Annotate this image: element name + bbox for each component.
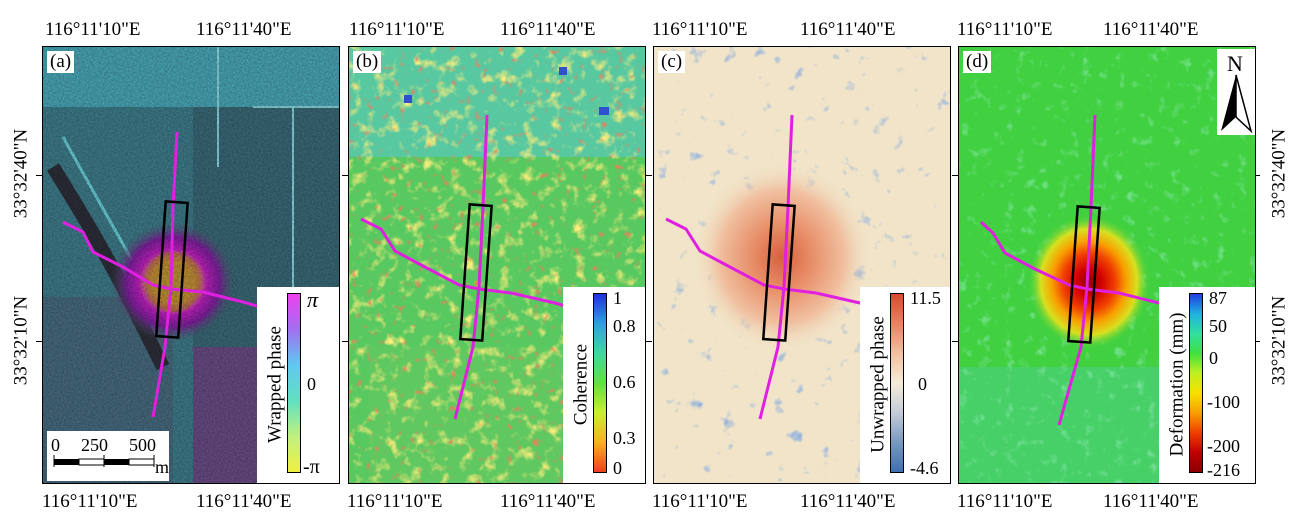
north-arrow-icon <box>1221 74 1253 134</box>
right-lat-label-1: 33°32'40"N <box>1268 128 1290 219</box>
panel-a-wrapped-phase-map: (a) Wrapped phase π 0 -π 0 250 500 m <box>42 46 340 484</box>
wrapped-phase-legend-title: Wrapped phase <box>264 326 286 443</box>
deformation-tick-200: -200 <box>1207 436 1240 456</box>
scale-bar-unit: m <box>155 457 170 477</box>
wrapped-phase-tick-min: -π <box>303 456 320 478</box>
top-lon-label-d1: 116°11'10"E <box>957 19 1053 40</box>
wrapped-phase-colorbar <box>287 293 301 473</box>
left-lat-label-1: 33°32'40"N <box>10 128 32 219</box>
north-arrow: N <box>1217 49 1255 135</box>
deformation-tick-0: 0 <box>1209 348 1218 368</box>
panel-a-label: (a) <box>47 51 75 73</box>
tick-mark <box>952 341 958 342</box>
scale-bar-tick-0: 0 <box>51 435 60 455</box>
bottom-lon-label-c1: 116°11'10"E <box>652 491 748 512</box>
top-lon-label-b1: 116°11'10"E <box>349 19 445 40</box>
tick-mark <box>1254 341 1260 342</box>
bottom-lon-label-b1: 116°11'10"E <box>347 491 443 512</box>
deformation-tick-50: 50 <box>1209 316 1227 336</box>
scale-bar-tick-500: 500 <box>129 435 156 455</box>
coherence-tick-0-6: 0.6 <box>613 372 636 392</box>
tick-mark <box>646 341 652 342</box>
top-lon-label-b2: 116°11'40"E <box>500 19 596 40</box>
wrapped-phase-tick-max: π <box>307 287 319 312</box>
coherence-legend: Coherence 1 0.8 0.6 0.3 0 <box>563 287 645 483</box>
panel-b-coherence-map: (b) Coherence 1 0.8 0.6 0.3 0 <box>348 46 646 484</box>
unwrapped-phase-legend: Unwrapped phase 11.5 0 -4.6 <box>860 287 950 483</box>
top-lon-label-a2: 116°11'40"E <box>196 19 292 40</box>
tick-mark <box>342 341 348 342</box>
bottom-lon-label-d1: 116°11'10"E <box>957 491 1053 512</box>
coherence-raster <box>349 47 645 483</box>
coherence-tick-1: 1 <box>613 288 622 308</box>
unwrapped-phase-tick-zero: 0 <box>918 374 927 394</box>
coherence-tick-0: 0 <box>613 458 622 478</box>
top-lon-label-d2: 116°11'40"E <box>1103 19 1199 40</box>
tick-mark <box>646 175 652 176</box>
panel-c-unwrapped-phase-map: (c) Unwrapped phase 11.5 0 -4.6 <box>653 46 951 484</box>
left-lat-label-2: 33°32'10"N <box>10 295 32 386</box>
unwrapped-phase-tick-max: 11.5 <box>910 288 941 308</box>
panel-c-label: (c) <box>658 51 686 73</box>
bottom-lon-label-a1: 116°11'10"E <box>42 491 138 512</box>
tick-mark <box>36 175 42 176</box>
coherence-colorbar <box>593 293 607 473</box>
deformation-colorbar <box>1189 293 1203 473</box>
unwrapped-phase-tick-min: -4.6 <box>910 458 939 478</box>
deformation-legend-title: Deformation (mm) <box>1166 312 1188 457</box>
tick-mark <box>342 175 348 176</box>
top-lon-label-c2: 116°11'40"E <box>800 19 896 40</box>
deformation-legend: Deformation (mm) 87 50 0 -100 -200 -216 <box>1159 287 1255 483</box>
north-arrow-label: N <box>1227 51 1243 76</box>
tick-mark <box>1254 175 1260 176</box>
bottom-lon-label-c2: 116°11'40"E <box>800 491 896 512</box>
bottom-lon-label-d2: 116°11'40"E <box>1103 491 1199 512</box>
top-lon-label-c1: 116°11'10"E <box>652 19 748 40</box>
tick-mark <box>952 175 958 176</box>
bottom-lon-label-b2: 116°11'40"E <box>500 491 596 512</box>
deformation-tick-216: -216 <box>1207 460 1240 480</box>
scale-bar-tick-250: 250 <box>81 435 108 455</box>
scale-bar-graphic <box>53 455 155 467</box>
right-lat-label-2: 33°32'10"N <box>1268 295 1290 386</box>
panel-b-label: (b) <box>353 51 382 73</box>
wrapped-phase-tick-zero: 0 <box>307 374 316 394</box>
deformation-tick-100: -100 <box>1207 392 1240 412</box>
tick-mark <box>36 341 42 342</box>
bottom-lon-label-a2: 116°11'40"E <box>196 491 292 512</box>
panel-d-deformation-map: (d) N Deformation (mm) 87 50 0 -100 -200… <box>958 46 1256 484</box>
scale-bar: 0 250 500 m <box>47 431 169 481</box>
panel-d-label: (d) <box>963 51 992 73</box>
coherence-tick-0-8: 0.8 <box>613 316 636 336</box>
coherence-legend-title: Coherence <box>570 343 592 426</box>
wrapped-phase-legend: Wrapped phase π 0 -π <box>257 287 339 483</box>
coherence-tick-0-3: 0.3 <box>613 428 636 448</box>
unwrapped-phase-colorbar <box>890 293 904 473</box>
top-lon-label-a1: 116°11'10"E <box>45 19 141 40</box>
deformation-tick-87: 87 <box>1209 288 1227 308</box>
unwrapped-phase-legend-title: Unwrapped phase <box>867 316 889 453</box>
